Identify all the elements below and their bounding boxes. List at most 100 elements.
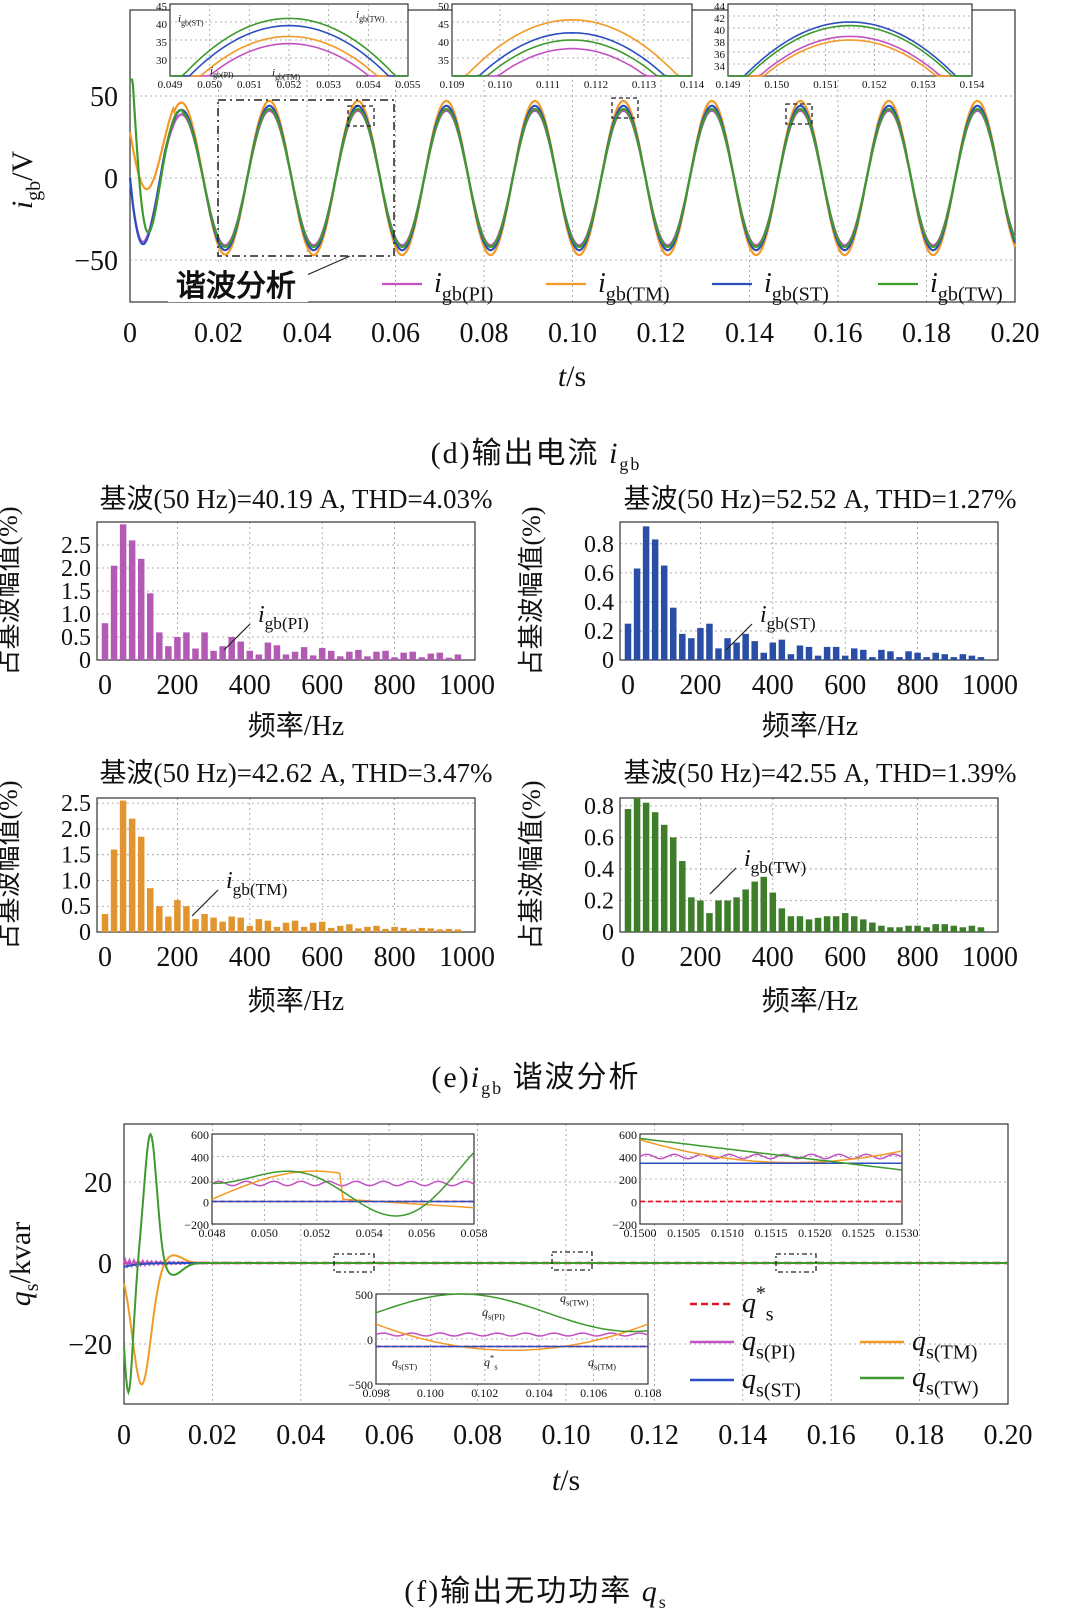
f-legend-label-base: q bbox=[742, 1364, 756, 1395]
e-bar bbox=[878, 649, 885, 660]
e-xtick-label: 600 bbox=[301, 942, 343, 973]
d-ytick-label: −50 bbox=[74, 246, 118, 277]
d-series-i_gb(ST) bbox=[128, 104, 1017, 252]
f-inset-label-sub: s(PI) bbox=[488, 1312, 505, 1322]
d-inset-xtick: 0.053 bbox=[316, 79, 341, 91]
e-bar bbox=[651, 812, 659, 932]
d-inset-3: 0.149 0.150 0.151 0.152 0.153 0.154 4442403836… bbox=[714, 1, 985, 91]
e-ytick-label: 0.4 bbox=[584, 590, 614, 616]
e-series-label: igb(TM) bbox=[226, 868, 287, 899]
e-bar bbox=[887, 651, 894, 660]
d-xlabel-base: t bbox=[558, 360, 567, 393]
d-inset-ytick: 42 bbox=[714, 13, 725, 25]
e-bar bbox=[300, 647, 308, 660]
d-ylabel: igb/V bbox=[6, 150, 45, 209]
d-inset-series bbox=[170, 24, 408, 77]
e-bar bbox=[769, 642, 777, 660]
d-legend-label-sub: gb(PI) bbox=[442, 283, 494, 305]
e-ytick-label: 2.0 bbox=[61, 556, 91, 582]
d-inset-label-base: i bbox=[178, 13, 181, 25]
f-ylabel-sub: s bbox=[21, 1283, 43, 1291]
e-bar bbox=[183, 906, 190, 932]
d-inset-xtick: 0.109 bbox=[440, 79, 465, 91]
e-bar bbox=[264, 920, 272, 932]
e-bar bbox=[932, 652, 939, 660]
f-inset-series bbox=[639, 1137, 903, 1171]
d-xtick-label: 0.08 bbox=[460, 318, 509, 349]
e-bar bbox=[760, 876, 767, 932]
e-bar bbox=[878, 925, 885, 932]
e-xtick-label: 200 bbox=[156, 942, 198, 973]
f-ylabel-unit: /kvar bbox=[4, 1222, 37, 1284]
e-bar bbox=[769, 892, 777, 932]
e-subplot-4: 0 200 400 600 800 1000 0 0.2 0.4 0.6 0.8 基波(50 Hz)=… bbox=[517, 758, 1018, 1017]
e-bar bbox=[814, 917, 822, 932]
f-inset-series bbox=[375, 1323, 649, 1352]
e-bar bbox=[633, 798, 641, 932]
e-bar bbox=[660, 824, 668, 932]
e-bar bbox=[642, 526, 650, 660]
f-ytick-label: 0 bbox=[98, 1249, 112, 1280]
f-inset-xtick: 0.100 bbox=[417, 1386, 444, 1400]
f-inset-series bbox=[211, 1170, 475, 1209]
d-xtick-label: 0.16 bbox=[814, 318, 863, 349]
f-inset-series bbox=[375, 1293, 649, 1333]
f-xtick-label: 0.02 bbox=[188, 1420, 237, 1451]
e-bar bbox=[137, 558, 145, 660]
d-legend-label-sub: gb(TW) bbox=[938, 283, 1003, 305]
f-inset-xtick: 0.098 bbox=[363, 1386, 390, 1400]
e-bar bbox=[860, 649, 867, 660]
e-bar bbox=[923, 927, 930, 932]
d-inset-label: igb(TM) bbox=[272, 67, 300, 81]
e-bar bbox=[851, 916, 858, 932]
d-zoom-marker bbox=[347, 105, 375, 127]
e-xtick-label: 1000 bbox=[439, 670, 495, 701]
f-inset-xtick: 0.048 bbox=[199, 1226, 226, 1240]
e-ytick-label: 0.6 bbox=[584, 825, 614, 851]
e-xtick-label: 800 bbox=[374, 670, 416, 701]
d-ytick-label: 0 bbox=[104, 164, 118, 195]
e-bar bbox=[715, 900, 722, 932]
e-xtick-label: 800 bbox=[374, 942, 416, 973]
panel-f: 0 0.02 0.04 0.06 0.08 0.10 0.12 0.14 0.16 0.18 0.2… bbox=[4, 1123, 1033, 1497]
f-inset-xtick: 0.1530 bbox=[886, 1226, 919, 1240]
e-bar bbox=[427, 928, 435, 932]
e-xtick-label: 400 bbox=[752, 670, 794, 701]
e-bar bbox=[318, 921, 326, 932]
e-bar bbox=[264, 642, 272, 660]
e-ytick-label: 0.8 bbox=[584, 794, 614, 820]
e-ytick-label: 1.5 bbox=[61, 579, 91, 605]
e-subplot-2: 0 200 400 600 800 1000 0 0.2 0.4 0.6 0.8 基波(50 Hz)=… bbox=[517, 484, 1018, 742]
e-ytick-label: 0.4 bbox=[584, 857, 614, 883]
f-inset-label: qs(ST) bbox=[392, 1355, 417, 1372]
e-xtick-label: 600 bbox=[824, 670, 866, 701]
e-bar bbox=[382, 928, 389, 932]
d-inset-xtick: 0.049 bbox=[158, 79, 183, 91]
d-inset-ytick: 38 bbox=[714, 37, 726, 49]
f-xtick-label: 0.06 bbox=[365, 1420, 414, 1451]
f-inset-xtick: 0.106 bbox=[580, 1386, 607, 1400]
f-legend-label: qs(ST) bbox=[742, 1364, 801, 1401]
e-bar bbox=[445, 928, 453, 932]
e-bar bbox=[436, 929, 444, 932]
d-inset-label-base: i bbox=[210, 65, 213, 77]
d-inset-ytick: 40 bbox=[714, 25, 726, 37]
f-inset-label: qs(TM) bbox=[588, 1355, 616, 1372]
e-bar bbox=[309, 655, 317, 660]
f-series-q_s(TW) bbox=[123, 1132, 1008, 1396]
e-bar bbox=[192, 919, 199, 932]
d-xtick-label: 0.10 bbox=[548, 318, 597, 349]
d-inset-ytick: 30 bbox=[156, 55, 168, 67]
e-series-label-sub: gb(TW) bbox=[751, 858, 807, 877]
f-ylabel-base: q bbox=[4, 1291, 37, 1306]
d-annotation-bg bbox=[168, 262, 308, 302]
e-bar bbox=[905, 651, 912, 660]
e-xtick-label: 400 bbox=[229, 670, 271, 701]
e-plot-frame bbox=[619, 797, 999, 933]
e-xtick-label: 800 bbox=[897, 942, 939, 973]
e-bar bbox=[670, 837, 677, 932]
f-legend-label-base: q bbox=[742, 1326, 756, 1357]
f-inset-ytick: 400 bbox=[619, 1151, 637, 1165]
e-bar bbox=[110, 565, 118, 660]
e-bar bbox=[805, 919, 813, 932]
